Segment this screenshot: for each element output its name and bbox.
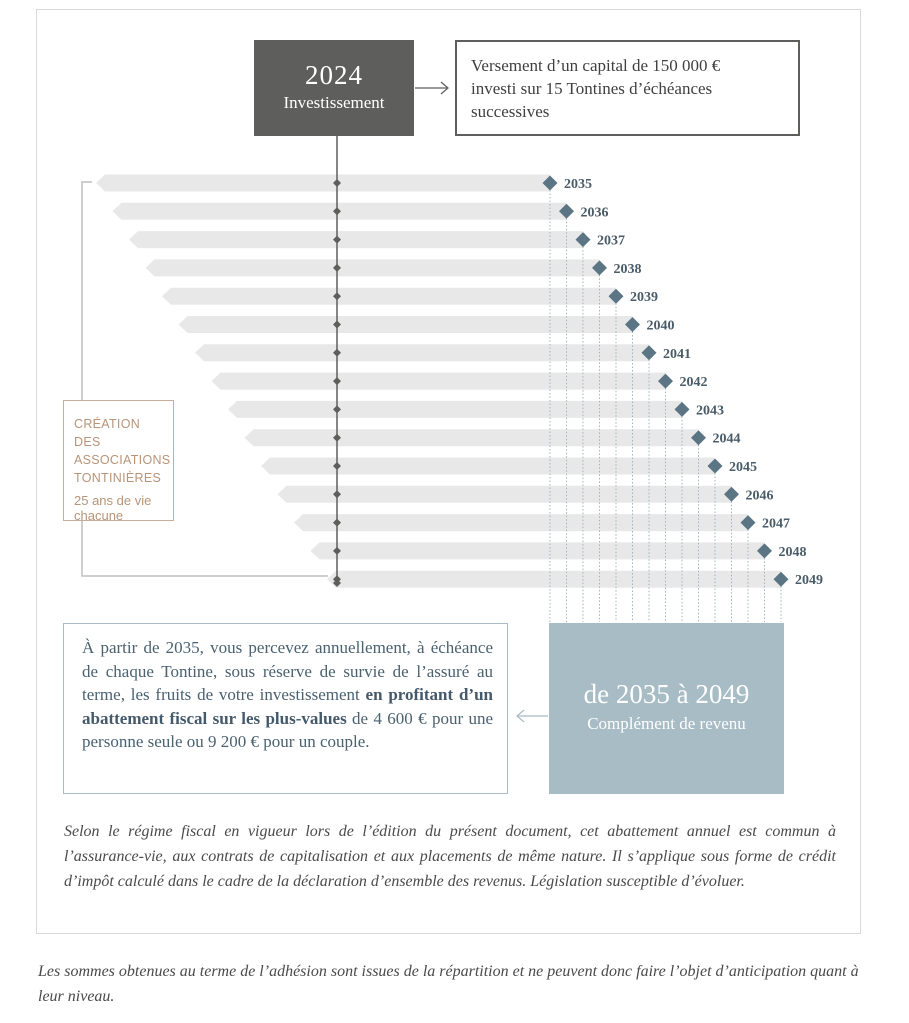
- maturity-year-label: 2049: [795, 573, 823, 588]
- creation-title-line: TONTINIÈRES: [74, 471, 162, 485]
- income-range-box: de 2035 à 2049 Complément de revenu: [549, 623, 784, 794]
- creation-title-line: ASSOCIATIONS: [74, 453, 171, 467]
- maturity-year-label: 2042: [680, 375, 708, 390]
- maturity-year-label: 2048: [779, 545, 807, 560]
- maturity-diamond: [757, 543, 772, 559]
- axis-marker: [333, 207, 341, 216]
- maturity-diamond: [608, 288, 624, 304]
- income-range-title: de 2035 à 2049: [583, 679, 750, 709]
- maturity-diamond: [658, 373, 673, 389]
- capital-info-line: successives: [471, 102, 550, 121]
- maturity-diamond: [575, 232, 591, 248]
- fiscal-footnote: Selon le régime fiscal en vigueur lors d…: [64, 823, 836, 890]
- maturity-diamond: [542, 175, 558, 191]
- axis-marker: [333, 235, 341, 244]
- maturity-year-label: 2037: [597, 234, 625, 249]
- maturity-year-label: 2035: [564, 177, 592, 192]
- investment-box: 2024 Investissement: [254, 40, 414, 136]
- axis-marker: [333, 348, 341, 357]
- maturity-diamond: [773, 571, 789, 587]
- maturity-drop-lines: [549, 190, 782, 622]
- maturity-year-label: 2041: [663, 347, 691, 362]
- income-arrow-head: [516, 709, 525, 723]
- capital-info-line: Versement d’un capital de 150 000 €: [471, 56, 721, 75]
- tontine-bar: [244, 429, 699, 447]
- axis-marker: [333, 179, 341, 187]
- maturity-diamond: [691, 430, 706, 446]
- axis-end-marker: [333, 579, 341, 587]
- creation-box: CRÉATION DES ASSOCIATIONS TONTINIÈRES 25…: [63, 400, 174, 523]
- income-description-box: À partir de 2035, vous percevez annuelle…: [63, 623, 508, 794]
- axis-marker: [333, 518, 341, 527]
- creation-sub-line: 25 ans de vie: [74, 493, 152, 508]
- investment-label: Investissement: [283, 93, 385, 112]
- tontine-bar: [327, 570, 781, 588]
- tontine-bar: [162, 287, 616, 305]
- maturity-year-label: 2038: [614, 262, 642, 277]
- maturity-diamonds: [542, 175, 789, 587]
- axis-markers: [333, 179, 341, 587]
- maturity-diamond: [592, 260, 607, 276]
- tontine-bar: [228, 400, 682, 418]
- maturity-year-label: 2040: [647, 319, 675, 334]
- invest-arrow-head: [440, 81, 449, 95]
- tontine-bar: [195, 344, 649, 362]
- creation-bracket: [81, 181, 328, 577]
- tontine-bar: [145, 259, 600, 277]
- maturity-diamond: [559, 203, 574, 219]
- axis-marker: [333, 462, 341, 470]
- creation-title-line: CRÉATION DES: [74, 417, 141, 449]
- axis-marker: [333, 377, 341, 386]
- maturity-year-label: 2043: [696, 403, 724, 418]
- capital-info-box: Versement d’un capital de 150 000 € inve…: [455, 40, 800, 136]
- tontine-bar: [277, 485, 732, 503]
- maturity-year-label: 2036: [581, 205, 609, 220]
- tontine-bar: [211, 372, 666, 390]
- tontine-bar: [129, 231, 583, 249]
- income-text-bold: en profitant d’un abattement fiscal sur …: [82, 685, 493, 728]
- maturity-diamond: [641, 345, 657, 361]
- tontine-bars: [96, 174, 781, 588]
- diagram-frame: [36, 9, 861, 934]
- income-range-subtitle: Complément de revenu: [587, 714, 746, 733]
- maturity-year-label: 2039: [630, 290, 658, 305]
- axis-marker: [333, 405, 341, 414]
- axis-marker: [333, 263, 341, 272]
- axis-marker: [333, 490, 341, 499]
- maturity-year-label: 2045: [729, 460, 757, 475]
- axis-marker: [333, 320, 341, 329]
- axis-marker: [333, 546, 341, 555]
- maturity-diamond: [707, 458, 723, 474]
- maturity-diamond: [724, 486, 739, 502]
- tontine-bar: [294, 514, 748, 532]
- maturity-year-label: 2044: [713, 432, 741, 447]
- maturity-year-label: 2047: [762, 517, 790, 532]
- axis-marker: [333, 292, 341, 301]
- axis-marker: [333, 433, 341, 442]
- investment-year: 2024: [305, 60, 363, 90]
- tontine-bar: [310, 542, 765, 560]
- creation-subtitle: 25 ans de vie chacune: [74, 493, 164, 523]
- tontine-bar: [96, 174, 550, 192]
- maturity-diamond: [674, 401, 690, 417]
- maturity-diamond: [740, 515, 756, 531]
- maturity-year-labels: 2035 2036 2037 2038 2039 2040 2041 2042 2043 2044…: [564, 177, 823, 588]
- tontine-bar: [261, 457, 715, 475]
- income-text-part2: de 4 600 € pour une personne seule ou 9 …: [82, 708, 493, 752]
- capital-info-line: investi sur 15 Tontines d’échéances: [471, 79, 713, 98]
- creation-sub-line: chacune: [74, 508, 124, 523]
- maturity-diamond: [625, 317, 640, 332]
- income-text-part1: À partir de 2035, vous percevez annuelle…: [82, 638, 493, 704]
- maturity-year-label: 2046: [746, 488, 774, 503]
- creation-title: CRÉATION DES ASSOCIATIONS TONTINIÈRES: [74, 415, 171, 487]
- disclaimer-text: Les sommes obtenues au terme de l’adhési…: [38, 963, 859, 1005]
- tontine-bar: [178, 316, 633, 333]
